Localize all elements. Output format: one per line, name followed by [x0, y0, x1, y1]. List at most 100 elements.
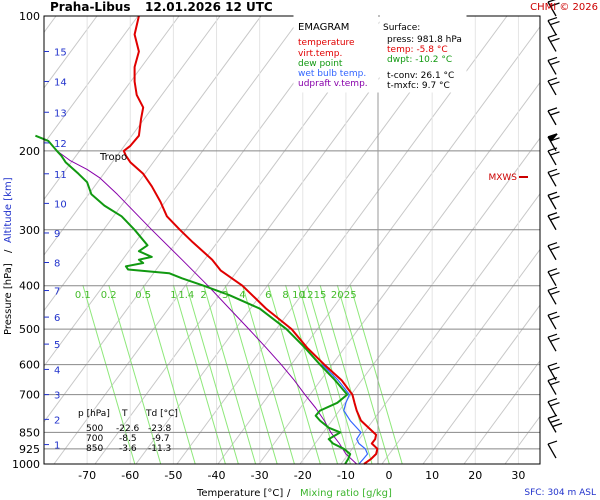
wind-barb-staff: [547, 150, 557, 166]
mixing-ratio-line: [319, 284, 373, 465]
mixing-ratio-line: [185, 284, 239, 465]
wind-barb-flag: [547, 398, 558, 403]
wind-barb-staff: [547, 443, 557, 459]
x-axis-separator: /: [287, 488, 291, 499]
dry-adiabat: [43, 15, 139, 144]
wind-barb-flag: [550, 60, 560, 65]
wind-barb-flag: [547, 286, 558, 291]
dry-adiabat: [258, 82, 541, 465]
wind-barb: [547, 268, 560, 287]
wind-barb-flag: [547, 362, 558, 367]
wind-barb-flag: [547, 0, 556, 3]
wind-barb-flag: [547, 440, 558, 445]
dry-adiabat: [43, 15, 262, 311]
x-axis-title: Temperature [°C]: [196, 488, 283, 499]
altitude-tick-label: 13: [54, 108, 67, 119]
wind-barb-staff: [547, 380, 557, 395]
wind-barb-flag: [550, 216, 560, 221]
wind-barb-flag: [550, 195, 560, 200]
altitude-tick-label: 3: [54, 391, 60, 402]
mixing-ratio-label: 2: [200, 290, 206, 301]
mixing-ratio-label: 3: [222, 290, 228, 301]
mixing-ratio-label: 20: [331, 290, 344, 301]
legend-title: EMAGRAM: [298, 22, 349, 33]
mixing-ratio-line: [108, 284, 162, 465]
mixing-ratio-label: 8: [282, 290, 288, 301]
temperature-tick-labels: -70 -60 -50 -40 -30 -20 -10 0 10 20 30: [78, 469, 525, 482]
wind-barb: [547, 191, 560, 210]
wind-barb-staff: [547, 194, 557, 210]
temperature-tick-label: 20: [468, 469, 482, 482]
wind-barb: [547, 414, 563, 433]
wind-barb: [547, 212, 560, 231]
temperature-tick-label: -40: [208, 469, 226, 482]
surface-elevation-label: SFC: 304 m ASL: [524, 488, 596, 498]
wind-barb-flag: [547, 77, 558, 82]
temperature-tick-label: 30: [511, 469, 525, 482]
altitude-tick-label: 4: [54, 365, 60, 376]
wind-barb-staff: [547, 289, 557, 305]
wind-barb: [547, 147, 560, 166]
wind-barb-staff: [547, 110, 557, 126]
wind-barb-flag: [550, 418, 560, 423]
mixing-ratio-label: 12: [301, 290, 314, 301]
wind-barb: [547, 77, 560, 96]
wind-barb-flag: [547, 147, 558, 152]
station-name: Praha-Libus: [50, 0, 130, 14]
x-axis-title-2: Mixing ratio [g/kg]: [300, 488, 392, 499]
wind-barb: [547, 168, 560, 187]
legend-item-dew-point: dew point: [298, 59, 343, 69]
temperature-tick-label: -20: [294, 469, 312, 482]
altitude-tick-label: 14: [54, 77, 67, 88]
dry-adiabat: [43, 15, 180, 200]
wind-barb-flag: [547, 168, 558, 173]
dry-adiabat: [217, 26, 541, 465]
wind-barb-flag: [547, 16, 558, 22]
wind-barb: [547, 33, 560, 52]
dry-adiabat: [381, 249, 541, 465]
temperature-tick-label: -60: [121, 469, 139, 482]
wind-barb-staff: [547, 37, 557, 52]
series-udpraft-v-temp: [56, 150, 358, 465]
plot-frame: [43, 15, 541, 465]
mixing-ratio-label: 4: [239, 290, 245, 301]
wind-barb: [547, 333, 560, 352]
mixing-ratio-line: [82, 284, 136, 465]
y-axis-separator: /: [3, 249, 14, 253]
surface-title: Surface:: [383, 23, 420, 33]
isobar-lines: [44, 150, 540, 450]
pressure-tick-label: 1000: [12, 458, 40, 471]
level-table-cell: -9.7: [152, 434, 170, 444]
wind-barb-staff: [547, 365, 557, 381]
mixing-ratio-line: [172, 284, 226, 465]
mixing-ratio-label: 6: [265, 290, 271, 301]
dry-adiabat: [43, 15, 221, 256]
wind-barb: [547, 16, 560, 35]
pressure-tick-labels: 100 200 300 400 500 600 700 850 925 1000: [12, 10, 40, 471]
wind-barbs: [547, 0, 563, 459]
series-temperature: [122, 15, 379, 465]
datetime-label: 12.01.2026 12 UTC: [145, 0, 273, 14]
level-table-cell: 700: [86, 434, 103, 444]
wind-barb-flag: [550, 290, 560, 295]
y-axis-title: Pressure [hPa]: [3, 263, 14, 335]
mixing-ratio-label: 10: [292, 290, 305, 301]
mixing-ratio-line: [349, 284, 403, 465]
pressure-tick-label: 925: [19, 443, 40, 456]
level-table-cell: 850: [86, 444, 103, 454]
pressure-tick-label: 700: [19, 389, 40, 402]
profile-curves: [35, 15, 379, 465]
legend-item-wet-bulb: wet bulb temp.: [298, 69, 366, 79]
temperature-tick-label: 10: [425, 469, 439, 482]
wind-barb: [547, 398, 560, 416]
wind-barb-flag: [547, 33, 558, 39]
wind-barb-staff: [547, 60, 557, 75]
surface-tmxfc: t-mxfc: 9.7 °C: [387, 81, 450, 91]
wind-barb: [547, 133, 560, 152]
credit-label: CHMI © 2026: [530, 2, 598, 13]
surface-temp: temp: -5.8 °C: [387, 45, 448, 55]
wind-barb-flag: [550, 337, 560, 342]
wind-barb-staff: [547, 245, 557, 261]
mixing-ratio-line: [297, 284, 351, 465]
wind-barb-flag: [547, 242, 558, 247]
